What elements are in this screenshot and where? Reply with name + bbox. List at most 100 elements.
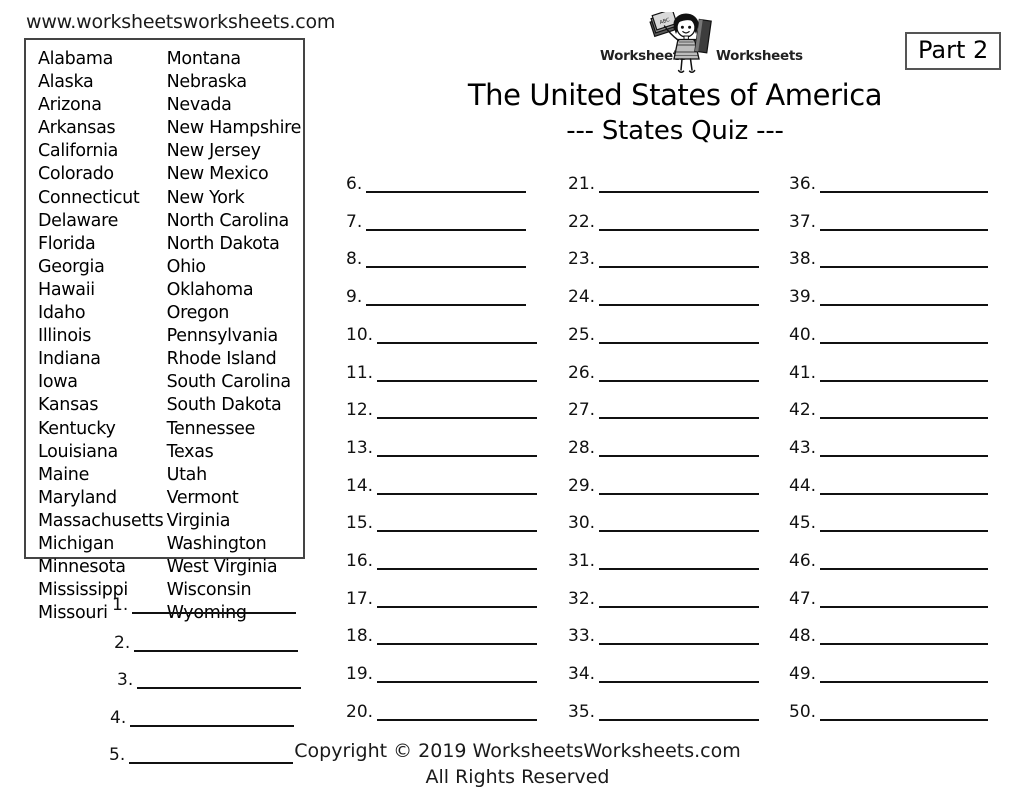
answer-blank-line[interactable] xyxy=(820,403,989,419)
answer-blank-row[interactable]: 3. xyxy=(117,672,302,689)
answer-blank-row[interactable]: 38. xyxy=(789,251,989,268)
answer-blank-line[interactable] xyxy=(377,479,538,495)
answer-blank-line[interactable] xyxy=(366,290,527,306)
answer-blank-row[interactable]: 42. xyxy=(789,402,989,419)
answer-blank-line[interactable] xyxy=(377,667,538,683)
answer-blank-row[interactable]: 33. xyxy=(568,628,760,645)
answer-blank-row[interactable]: 2. xyxy=(114,635,299,652)
answer-blank-row[interactable]: 15. xyxy=(346,515,538,532)
answer-blank-line[interactable] xyxy=(599,705,760,721)
answer-blank-row[interactable]: 50. xyxy=(789,704,989,721)
answer-blank-row[interactable]: 21. xyxy=(568,176,760,193)
answer-blank-line[interactable] xyxy=(820,290,989,306)
answer-blank-line[interactable] xyxy=(820,328,989,344)
answer-blank-row[interactable]: 11. xyxy=(346,365,538,382)
answer-blank-row[interactable]: 31. xyxy=(568,553,760,570)
answer-blank-row[interactable]: 32. xyxy=(568,591,760,608)
answer-blank-line[interactable] xyxy=(820,479,989,495)
answer-blank-line[interactable] xyxy=(820,629,989,645)
answer-blank-row[interactable]: 12. xyxy=(346,402,538,419)
answer-blank-row[interactable]: 46. xyxy=(789,553,989,570)
answer-blank-line[interactable] xyxy=(599,328,760,344)
answer-blank-line[interactable] xyxy=(599,667,760,683)
answer-blank-row[interactable]: 44. xyxy=(789,478,989,495)
answer-blank-row[interactable]: 9. xyxy=(346,289,527,306)
answer-blank-row[interactable]: 29. xyxy=(568,478,760,495)
answer-blank-line[interactable] xyxy=(366,252,527,268)
answer-blank-row[interactable]: 8. xyxy=(346,251,527,268)
answer-blank-row[interactable]: 13. xyxy=(346,440,538,457)
answer-blank-line[interactable] xyxy=(599,479,760,495)
answer-blank-row[interactable]: 47. xyxy=(789,591,989,608)
answer-blank-row[interactable]: 18. xyxy=(346,628,538,645)
answer-blank-line[interactable] xyxy=(377,403,538,419)
answer-blank-line[interactable] xyxy=(599,554,760,570)
answer-blank-row[interactable]: 7. xyxy=(346,214,527,231)
answer-blank-line[interactable] xyxy=(377,441,538,457)
answer-blank-row[interactable]: 39. xyxy=(789,289,989,306)
answer-blank-row[interactable]: 41. xyxy=(789,365,989,382)
answer-blank-line[interactable] xyxy=(599,177,760,193)
answer-blank-row[interactable]: 17. xyxy=(346,591,538,608)
answer-blank-line[interactable] xyxy=(129,748,294,764)
answer-blank-line[interactable] xyxy=(377,705,538,721)
answer-blank-row[interactable]: 14. xyxy=(346,478,538,495)
answer-blank-row[interactable]: 48. xyxy=(789,628,989,645)
answer-blank-line[interactable] xyxy=(599,215,760,231)
answer-blank-line[interactable] xyxy=(820,252,989,268)
answer-blank-line[interactable] xyxy=(820,592,989,608)
answer-blank-row[interactable]: 6. xyxy=(346,176,527,193)
answer-blank-row[interactable]: 10. xyxy=(346,327,538,344)
answer-blank-line[interactable] xyxy=(599,516,760,532)
answer-blank-row[interactable]: 49. xyxy=(789,666,989,683)
answer-blank-line[interactable] xyxy=(377,554,538,570)
answer-blank-line[interactable] xyxy=(137,673,302,689)
answer-blank-line[interactable] xyxy=(599,290,760,306)
answer-blank-line[interactable] xyxy=(130,711,295,727)
answer-blank-row[interactable]: 4. xyxy=(110,710,295,727)
answer-blank-row[interactable]: 43. xyxy=(789,440,989,457)
answer-blank-line[interactable] xyxy=(599,441,760,457)
answer-blank-line[interactable] xyxy=(820,177,989,193)
answer-blank-line[interactable] xyxy=(820,516,989,532)
answer-blank-line[interactable] xyxy=(134,636,299,652)
answer-blank-row[interactable]: 40. xyxy=(789,327,989,344)
answer-blank-line[interactable] xyxy=(820,667,989,683)
answer-blank-line[interactable] xyxy=(820,705,989,721)
answer-blank-row[interactable]: 25. xyxy=(568,327,760,344)
answer-blank-row[interactable]: 16. xyxy=(346,553,538,570)
answer-blank-row[interactable]: 45. xyxy=(789,515,989,532)
answer-blank-line[interactable] xyxy=(599,252,760,268)
answer-blank-line[interactable] xyxy=(599,629,760,645)
answer-blank-line[interactable] xyxy=(820,366,989,382)
answer-blank-row[interactable]: 26. xyxy=(568,365,760,382)
answer-blank-line[interactable] xyxy=(599,366,760,382)
answer-blank-line[interactable] xyxy=(132,598,297,614)
answer-blank-row[interactable]: 28. xyxy=(568,440,760,457)
answer-blank-row[interactable]: 23. xyxy=(568,251,760,268)
answer-blank-line[interactable] xyxy=(599,592,760,608)
answer-blank-line[interactable] xyxy=(377,366,538,382)
answer-blank-row[interactable]: 5. xyxy=(109,747,294,764)
answer-blank-line[interactable] xyxy=(820,554,989,570)
answer-blank-line[interactable] xyxy=(366,177,527,193)
answer-blank-row[interactable]: 30. xyxy=(568,515,760,532)
answer-blank-line[interactable] xyxy=(599,403,760,419)
answer-blank-row[interactable]: 24. xyxy=(568,289,760,306)
answer-blank-row[interactable]: 37. xyxy=(789,214,989,231)
answer-blank-line[interactable] xyxy=(377,592,538,608)
answer-blank-row[interactable]: 19. xyxy=(346,666,538,683)
answer-blank-line[interactable] xyxy=(377,516,538,532)
answer-blank-row[interactable]: 22. xyxy=(568,214,760,231)
answer-blank-row[interactable]: 1. xyxy=(112,597,297,614)
answer-blank-line[interactable] xyxy=(366,215,527,231)
answer-blank-row[interactable]: 34. xyxy=(568,666,760,683)
answer-blank-line[interactable] xyxy=(377,629,538,645)
answer-blank-row[interactable]: 35. xyxy=(568,704,760,721)
answer-blank-line[interactable] xyxy=(820,441,989,457)
answer-blank-line[interactable] xyxy=(820,215,989,231)
answer-blank-row[interactable]: 20. xyxy=(346,704,538,721)
answer-blank-line[interactable] xyxy=(377,328,538,344)
answer-blank-row[interactable]: 36. xyxy=(789,176,989,193)
answer-blank-row[interactable]: 27. xyxy=(568,402,760,419)
